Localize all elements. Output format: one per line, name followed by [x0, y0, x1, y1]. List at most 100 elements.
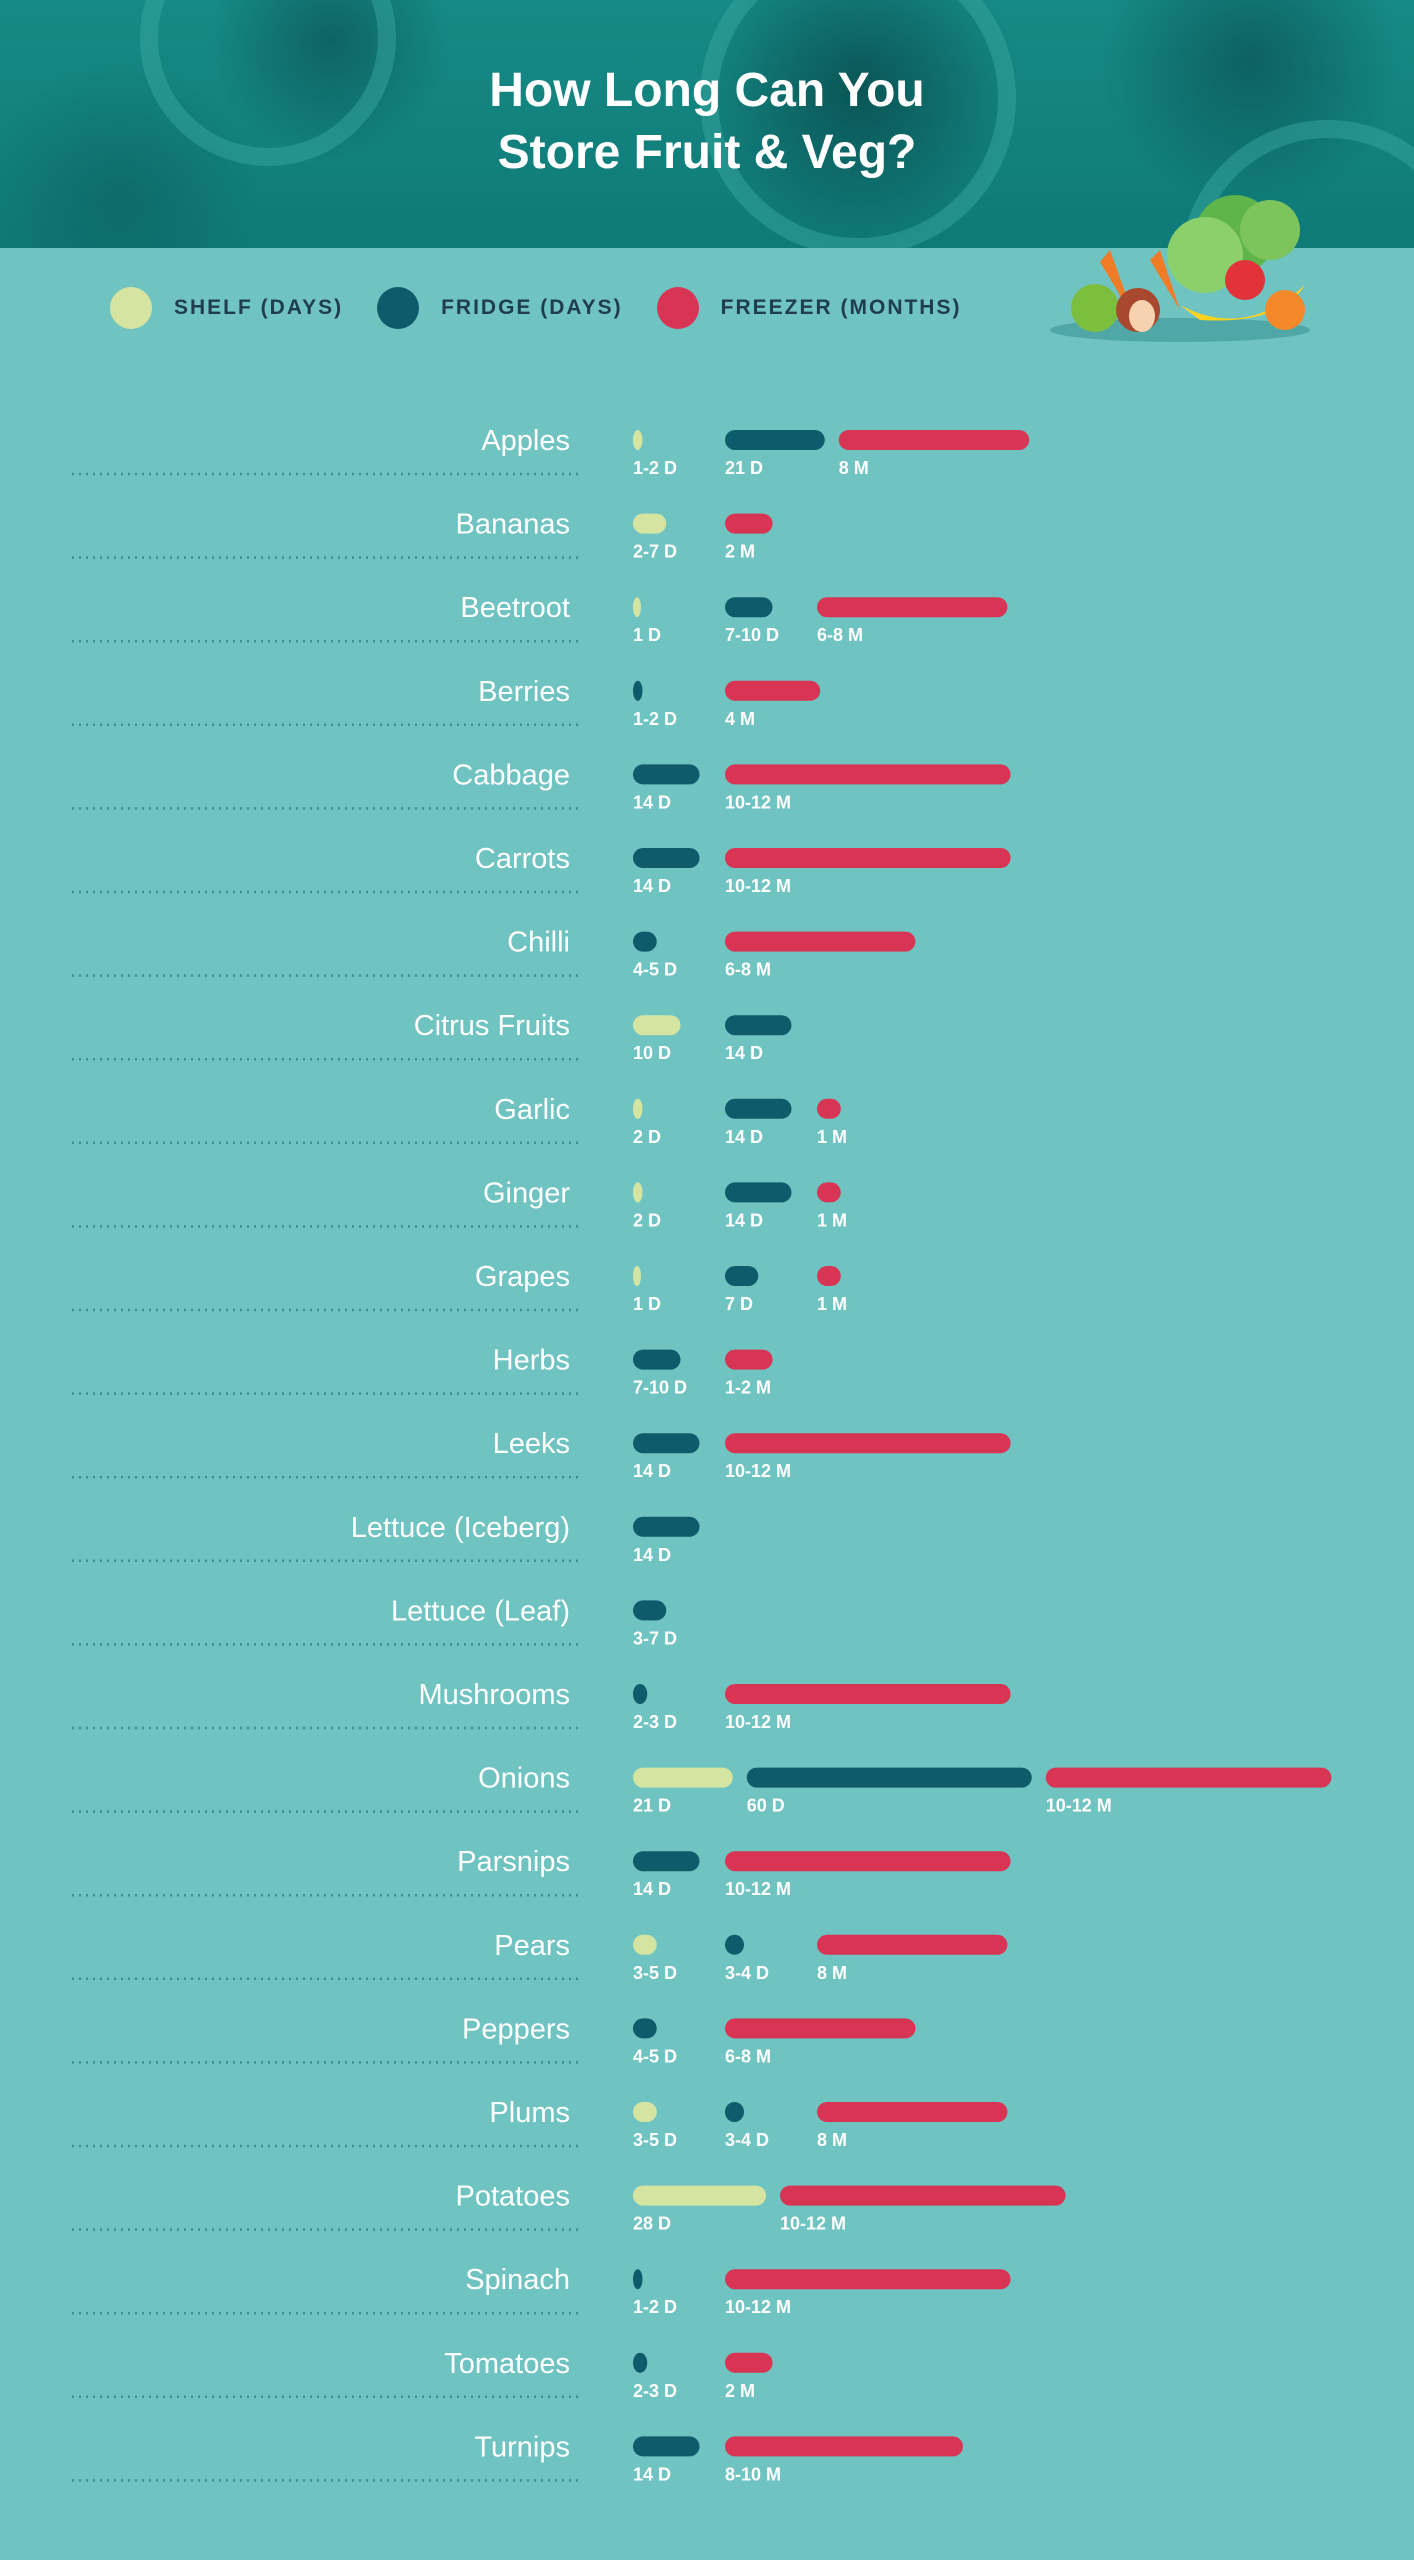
shelf-bar [633, 1266, 641, 1286]
row-label: Leeks [493, 1428, 570, 1460]
freezer-bar [725, 2436, 963, 2457]
shelf-bar [633, 1015, 681, 1036]
fridge-value-label: 14 D [633, 2464, 671, 2484]
fridge-bar [725, 1934, 744, 1955]
fridge-bar [725, 1015, 792, 1036]
shelf-bar [633, 513, 667, 534]
row-label: Plums [489, 2097, 570, 2129]
freezer-value-label: 1-2 M [725, 1378, 771, 1398]
fridge-bar [633, 1600, 667, 1621]
shadow-decoration [1050, 318, 1310, 342]
fridge-bar [633, 680, 643, 701]
row-label: Tomatoes [444, 2348, 570, 2380]
fridge-bar [633, 2352, 648, 2373]
freezer-value-label: 2 M [725, 542, 755, 562]
row-label: Peppers [462, 2013, 570, 2045]
shelf-bar [633, 1934, 657, 1955]
shelf-value-label: 1-2 D [633, 458, 677, 478]
shelf-bar [633, 1098, 643, 1119]
freezer-value-label: 10-12 M [725, 792, 791, 812]
shelf-value-label: 2 D [633, 1210, 661, 1230]
freezer-bar [780, 2185, 1066, 2206]
row-label: Mushrooms [419, 1679, 571, 1711]
row-label: Parsnips [457, 1846, 570, 1878]
shelf-value-label: 28 D [633, 2214, 671, 2234]
fridge-bar [725, 1098, 792, 1119]
shelf-value-label: 2-7 D [633, 542, 677, 562]
freezer-value-label: 6-8 M [817, 625, 863, 645]
chart-row-lettuce-iceberg: Lettuce (Iceberg) 14 D [72, 1512, 700, 1565]
freezer-bar [817, 2102, 1008, 2122]
pepper-icon [1225, 260, 1265, 300]
fridge-bar [633, 848, 700, 868]
chart-row-cabbage: Cabbage 14 D 10-12 M [72, 759, 1011, 812]
legend-label-shelf: SHELF (DAYS) [174, 296, 344, 319]
fridge-value-label: 7-10 D [725, 625, 779, 645]
fridge-bar [633, 1851, 700, 1872]
chart-row-mushrooms: Mushrooms 2-3 D 10-12 M [72, 1679, 1011, 1732]
chart-row-pears: Pears 3-5 D 3-4 D 8 M [72, 1930, 1008, 1983]
freezer-bar [725, 2269, 1011, 2290]
freezer-bar [725, 764, 1011, 785]
chart-row-plums: Plums 3-5 D 3-4 D 8 M [72, 2097, 1008, 2150]
fridge-value-label: 14 D [633, 1461, 671, 1481]
egg-icon [1129, 300, 1155, 332]
freezer-bar [725, 680, 821, 701]
chart-row-apples: Apples 1-2 D 21 D 8 M [72, 425, 1030, 478]
shelf-value-label: 1 D [633, 1294, 661, 1314]
fridge-value-label: 7 D [725, 1294, 753, 1314]
fridge-bar [725, 1266, 759, 1286]
freezer-bar [725, 2352, 773, 2373]
freezer-value-label: 1 M [817, 1127, 847, 1147]
freezer-bar [725, 1851, 1011, 1872]
freezer-bar [1045, 1767, 1332, 1788]
legend-item-shelf: SHELF (DAYS) [110, 287, 343, 329]
fridge-value-label: 7-10 D [633, 1378, 687, 1398]
row-label: Beetroot [460, 592, 570, 624]
chart-row-ginger: Ginger 2 D 14 D 1 M [72, 1177, 847, 1230]
freezer-value-label: 8 M [817, 2130, 847, 2150]
fridge-value-label: 3-4 D [725, 1963, 769, 1983]
row-label: Spinach [465, 2264, 570, 2296]
freezer-bar [817, 1266, 841, 1286]
fridge-bar [633, 764, 700, 785]
legend-item-fridge: FRIDGE (DAYS) [377, 287, 623, 329]
apple-icon [1071, 284, 1119, 332]
fridge-value-label: 14 D [633, 792, 671, 812]
shelf-bar [633, 1182, 643, 1203]
freezer-bar [725, 2018, 916, 2039]
freezer-value-label: 10-12 M [725, 2297, 791, 2317]
freezer-bar [838, 430, 1030, 450]
fridge-bar [633, 1516, 700, 1537]
shelf-value-label: 2 D [633, 1127, 661, 1147]
fridge-value-label: 14 D [633, 1545, 671, 1565]
fridge-bar [633, 1349, 681, 1370]
row-label: Lettuce (Leaf) [391, 1595, 570, 1627]
shelf-bar [633, 597, 641, 618]
freezer-bar [817, 1934, 1008, 1955]
freezer-value-label: 10-12 M [725, 1879, 791, 1899]
row-label: Ginger [483, 1177, 570, 1209]
fridge-value-label: 1-2 D [633, 709, 677, 729]
fridge-value-label: 3-7 D [633, 1628, 677, 1648]
freezer-value-label: 2 M [725, 2381, 755, 2401]
row-label: Apples [481, 425, 570, 457]
page-title: How Long Can You Store Fruit & Veg? [0, 60, 1414, 184]
fridge-value-label: 60 D [747, 1796, 785, 1816]
fridge-bar [633, 2269, 643, 2290]
freezer-value-label: 10-12 M [780, 2214, 846, 2234]
freezer-value-label: 10-12 M [1046, 1796, 1112, 1816]
freezer-value-label: 10-12 M [725, 1461, 791, 1481]
row-label: Grapes [475, 1261, 570, 1293]
fridge-value-label: 4-5 D [633, 960, 677, 980]
freezer-bar [725, 1433, 1011, 1454]
chart-row-bananas: Bananas 2-7 D 2 M [72, 509, 773, 562]
freezer-value-label: 1 M [817, 1294, 847, 1314]
legend-swatch-fridge [377, 287, 420, 329]
legend-label-freezer: FREEZER (MONTHS) [720, 296, 962, 319]
row-label: Cabbage [452, 759, 570, 791]
fridge-bar [633, 2018, 657, 2039]
chart-row-tomatoes: Tomatoes 2-3 D 2 M [72, 2348, 773, 2401]
carrot-icon [1150, 250, 1180, 310]
